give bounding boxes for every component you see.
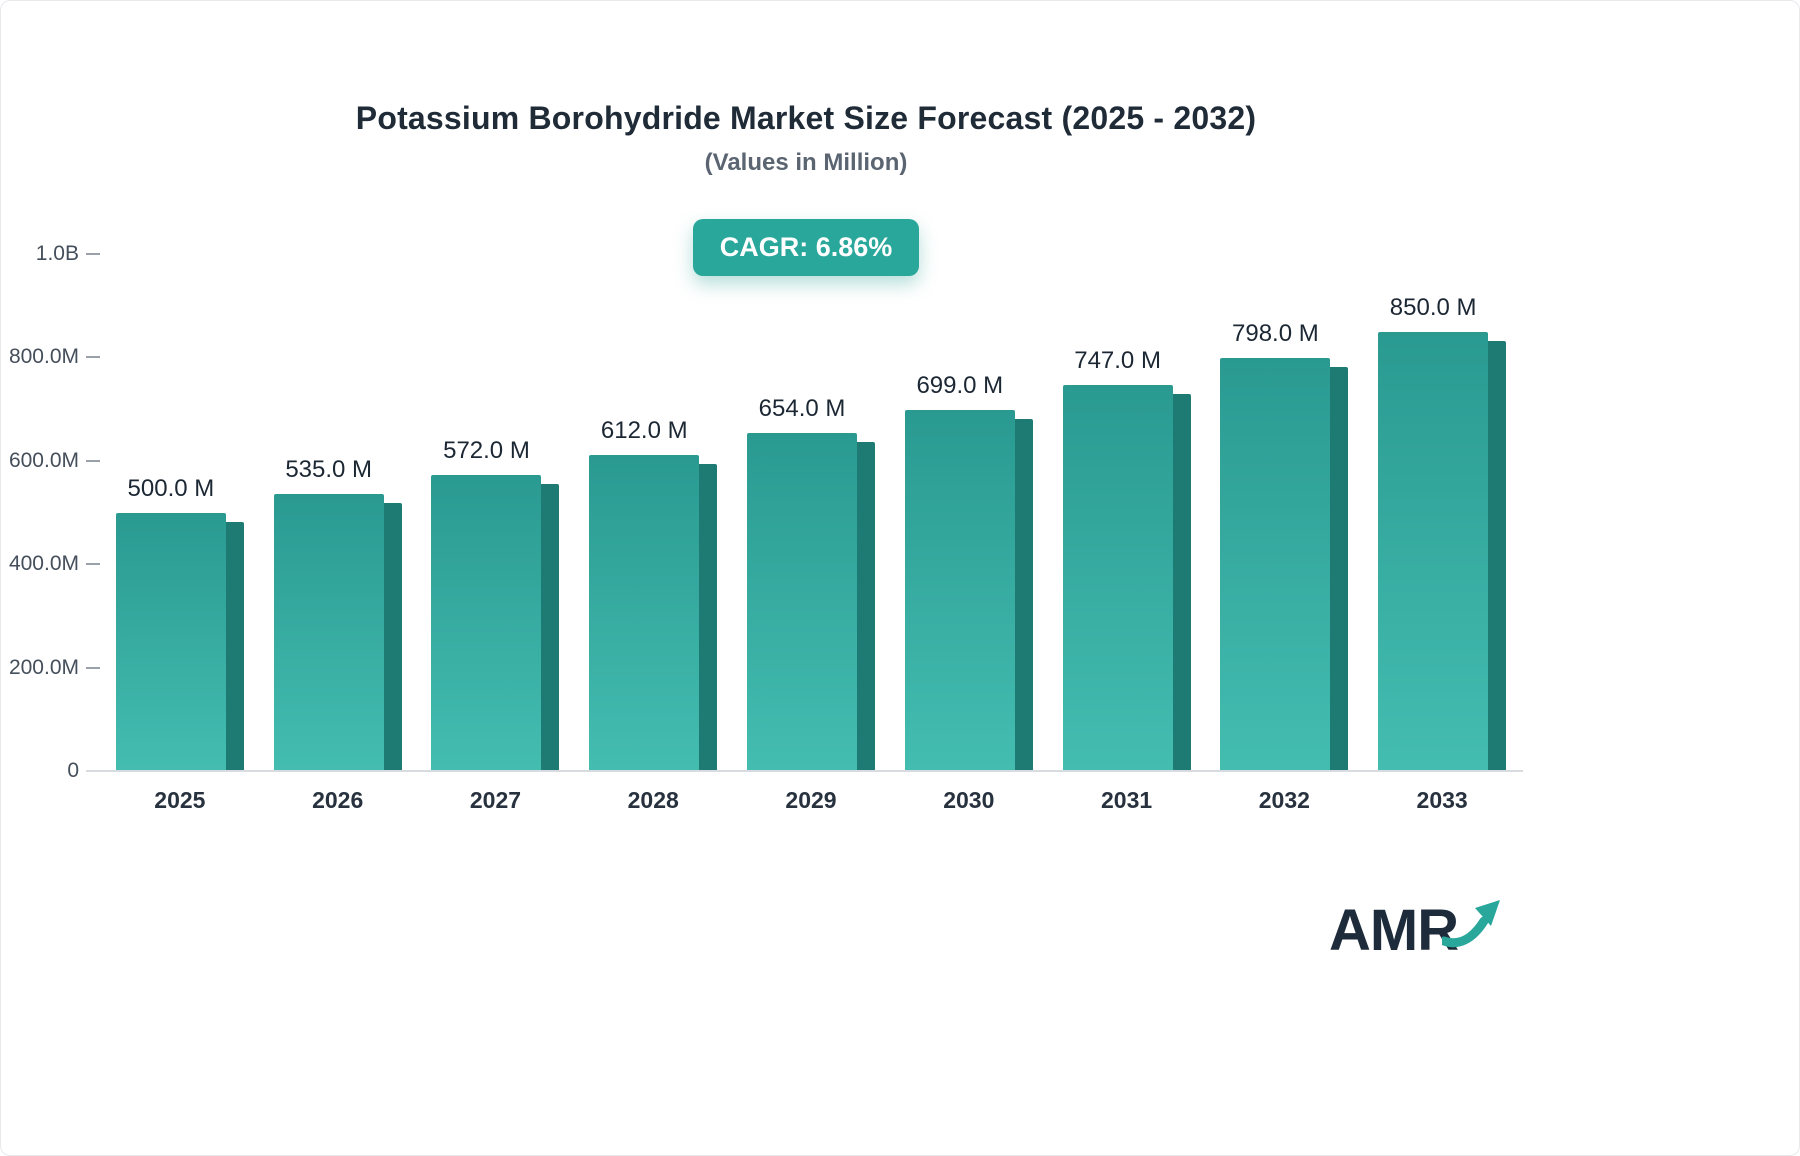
- amr-logo: AMR: [1329, 898, 1501, 963]
- chart-subtitle: (Values in Million): [704, 149, 908, 176]
- x-axis-labels: 2025 2026 2027 2028 2029 2030 2031 2032 2033: [101, 787, 1521, 814]
- x-axis-label: 2030: [943, 787, 995, 813]
- bar: 699.0 M: [904, 372, 1033, 771]
- bar-value-label: 798.0 M: [1232, 320, 1319, 348]
- bar: 798.0 M: [1220, 320, 1349, 771]
- bar: 572.0 M: [431, 437, 560, 771]
- x-axis-label: 2029: [785, 787, 837, 813]
- bar-face: [904, 409, 1015, 771]
- bar-value-label: 747.0 M: [1074, 346, 1161, 374]
- bar-face: [115, 512, 226, 771]
- y-ticks: [86, 253, 100, 772]
- bar-group: 535.0 M: [259, 254, 417, 771]
- bar-group: 798.0 M: [1205, 254, 1363, 771]
- bar-side: [225, 521, 244, 771]
- bar-group: 500.0 M: [101, 254, 259, 771]
- bar-side: [383, 503, 402, 771]
- x-axis-label: 2025: [154, 787, 206, 813]
- cagr-badge-row: CAGR: 6.86%: [1, 219, 1611, 276]
- bar-face: [273, 494, 384, 771]
- y-tick-mark: [86, 666, 100, 669]
- y-tick-label: 200.0M: [8, 655, 79, 679]
- bar-group: 747.0 M: [1048, 254, 1206, 771]
- bar-value-label: 850.0 M: [1389, 293, 1477, 321]
- bar-value-label: 612.0 M: [600, 416, 688, 444]
- cagr-badge: CAGR: 6.86%: [692, 219, 920, 276]
- bar-group: 612.0 M: [574, 254, 732, 771]
- chart-header: Potassium Borohydride Market Size Foreca…: [1, 1, 1611, 276]
- y-tick-mark: [86, 253, 100, 255]
- bar-side: [1172, 393, 1191, 771]
- y-tick-mark: [86, 563, 100, 566]
- y-tick-label: 800.0M: [8, 345, 79, 369]
- y-tick-label: 400.0M: [8, 552, 79, 576]
- bar-group: 699.0 M: [890, 254, 1048, 771]
- bar-side: [1488, 340, 1507, 771]
- y-tick-label: 600.0M: [8, 448, 79, 472]
- bar-value-label: 500.0 M: [127, 474, 215, 502]
- bar-value-label: 572.0 M: [443, 437, 530, 465]
- bar: 612.0 M: [589, 417, 718, 771]
- bar-value-label: 699.0 M: [916, 371, 1004, 399]
- bar-value-label: 535.0 M: [285, 456, 373, 484]
- bar-group: 850.0 M: [1363, 254, 1521, 771]
- y-tick-label: 0: [67, 759, 79, 782]
- bar-side: [857, 441, 876, 771]
- bar-side: [541, 484, 560, 771]
- bar-face: [589, 454, 700, 771]
- x-axis-label: 2031: [1100, 787, 1153, 813]
- y-tick-mark: [86, 459, 100, 462]
- plot-area: 500.0 M 535.0 M 572.0 M 612.0 M 654.0 M 699.0…: [101, 254, 1521, 771]
- bar: 747.0 M: [1062, 347, 1191, 771]
- trend-arrow-icon: [1439, 899, 1501, 956]
- bar-face: [431, 475, 542, 771]
- amr-logo-text: AMR: [1329, 898, 1459, 963]
- x-axis-label: 2028: [627, 787, 679, 813]
- bar-face: [1062, 384, 1173, 771]
- bar-group: 654.0 M: [732, 254, 890, 771]
- chart-title: Potassium Borohydride Market Size Foreca…: [355, 100, 1257, 136]
- x-axis-line: [86, 770, 1523, 772]
- bar: 535.0 M: [273, 456, 402, 771]
- bars: 500.0 M 535.0 M 572.0 M 612.0 M 654.0 M 699.0…: [101, 254, 1521, 771]
- y-tick-label: 1.0B: [35, 242, 79, 265]
- bar: 654.0 M: [747, 395, 876, 771]
- y-axis: 0 200.0M 400.0M 600.0M 800.0M 1.0B: [8, 242, 79, 782]
- x-axis-label: 2026: [312, 787, 364, 813]
- bar: 500.0 M: [115, 475, 244, 771]
- bar-face: [747, 432, 858, 771]
- bar-face: [1378, 331, 1489, 771]
- bar-group: 572.0 M: [417, 254, 575, 771]
- bar-face: [1220, 358, 1331, 771]
- x-axis-label: 2033: [1416, 787, 1468, 813]
- bar-side: [1330, 367, 1349, 771]
- y-tick-mark: [86, 356, 100, 359]
- x-axis-label: 2032: [1258, 787, 1310, 813]
- bar: 850.0 M: [1378, 294, 1507, 771]
- bar-side: [699, 463, 718, 771]
- bar-value-label: 654.0 M: [758, 394, 846, 422]
- x-axis-label: 2027: [469, 787, 522, 813]
- bar-side: [1014, 418, 1033, 771]
